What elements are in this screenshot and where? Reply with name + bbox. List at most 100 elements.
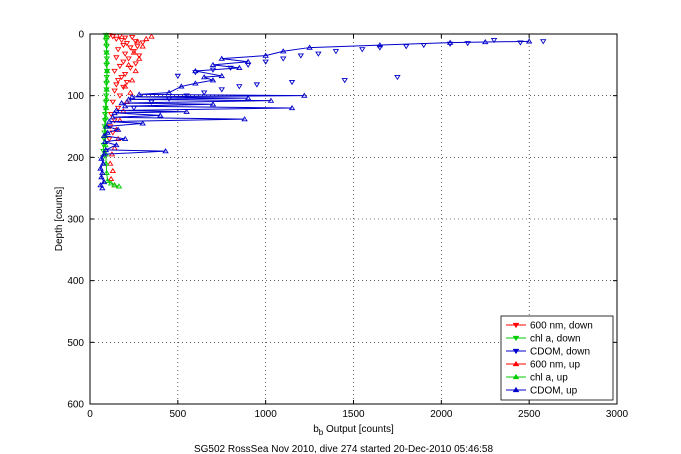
data-point [103, 32, 110, 38]
data-point [332, 49, 340, 55]
legend: 600 nm, down chl a, down CDOM, down 600 nm,… [500, 315, 614, 401]
data-point [103, 95, 110, 101]
data-point [143, 35, 150, 42]
x-tick-label: 1000 [255, 409, 278, 420]
data-point [183, 93, 190, 99]
data-point [121, 103, 129, 109]
y-tick-label: 600 [67, 400, 84, 411]
data-point [218, 55, 225, 61]
data-point [125, 96, 132, 102]
y-tick-label: 0 [78, 30, 84, 41]
x-tick-label: 1500 [342, 409, 365, 420]
data-point [315, 51, 322, 57]
legend-swatch-marker [512, 335, 520, 342]
data-point [99, 169, 106, 175]
data-point [127, 45, 134, 51]
data-point [132, 67, 139, 74]
data-point [280, 48, 287, 54]
legend-item: chl a, down [506, 334, 581, 345]
data-point [128, 34, 136, 41]
figure-caption: SG502 RossSea Nov 2010, dive 274 started… [194, 444, 494, 454]
data-point [100, 178, 108, 185]
data-point [139, 40, 146, 46]
data-point [540, 39, 547, 45]
data-point [376, 45, 384, 51]
data-point [101, 138, 109, 145]
data-point [525, 38, 533, 44]
data-point [121, 71, 129, 78]
data-point [178, 83, 185, 89]
data-point [120, 84, 127, 91]
x-axis-label-sub: b [319, 428, 324, 437]
data-point [267, 97, 275, 103]
data-point [200, 90, 208, 96]
data-point [114, 105, 122, 112]
data-point [114, 78, 122, 84]
series-4 [102, 32, 123, 189]
data-point [116, 63, 124, 70]
data-point [121, 135, 129, 141]
data-point [209, 77, 217, 83]
data-point [482, 39, 489, 45]
data-point [103, 86, 110, 92]
x-axis-label: bb Output [counts] [313, 424, 394, 437]
data-point [114, 126, 122, 132]
data-point [102, 160, 110, 166]
data-point [103, 77, 111, 83]
data-point [241, 116, 248, 122]
data-point [121, 83, 129, 89]
data-point [262, 52, 269, 58]
data-point [394, 75, 401, 81]
y-axis-label: Depth [counts] [54, 187, 65, 252]
data-point [209, 61, 217, 67]
legend-item: 600 nm, down [506, 321, 593, 332]
data-point [130, 49, 138, 55]
legend-swatch-marker [512, 322, 520, 329]
data-point [100, 132, 108, 138]
data-point [103, 49, 110, 55]
data-point [103, 67, 111, 74]
data-point [103, 40, 110, 46]
x-axis-label-main: b [313, 424, 319, 435]
data-point [209, 101, 217, 107]
data-point [376, 42, 384, 48]
data-point [106, 160, 114, 166]
series-line [99, 40, 530, 189]
data-point [128, 93, 136, 100]
data-point [132, 61, 139, 67]
data-point [103, 123, 110, 129]
data-point [113, 82, 120, 88]
data-point [111, 109, 118, 116]
data-point [134, 44, 141, 50]
x-tick-label: 3000 [606, 409, 629, 420]
data-point [162, 148, 169, 154]
data-point [132, 39, 139, 45]
data-point [118, 38, 125, 44]
data-point [306, 44, 313, 50]
data-point [98, 155, 105, 161]
data-point [113, 36, 120, 42]
data-point [113, 141, 120, 148]
data-point [113, 107, 120, 113]
data-point [244, 95, 252, 101]
x-tick-label: 2000 [430, 409, 453, 420]
series-5 [97, 38, 533, 191]
data-point [115, 183, 123, 189]
data-point [111, 68, 118, 75]
legend-label: chl a, down [530, 334, 581, 345]
data-point [109, 34, 117, 40]
data-point [464, 41, 471, 47]
data-point [236, 84, 243, 90]
data-point [104, 177, 111, 183]
data-point [107, 180, 115, 186]
data-point [106, 136, 113, 142]
data-point [139, 120, 146, 126]
x-tick-label: 500 [169, 409, 186, 420]
data-point [236, 64, 243, 71]
data-point [102, 104, 110, 111]
data-point [262, 59, 269, 65]
data-point [200, 74, 208, 80]
legend-swatch-marker [512, 360, 520, 367]
data-point [114, 47, 122, 53]
